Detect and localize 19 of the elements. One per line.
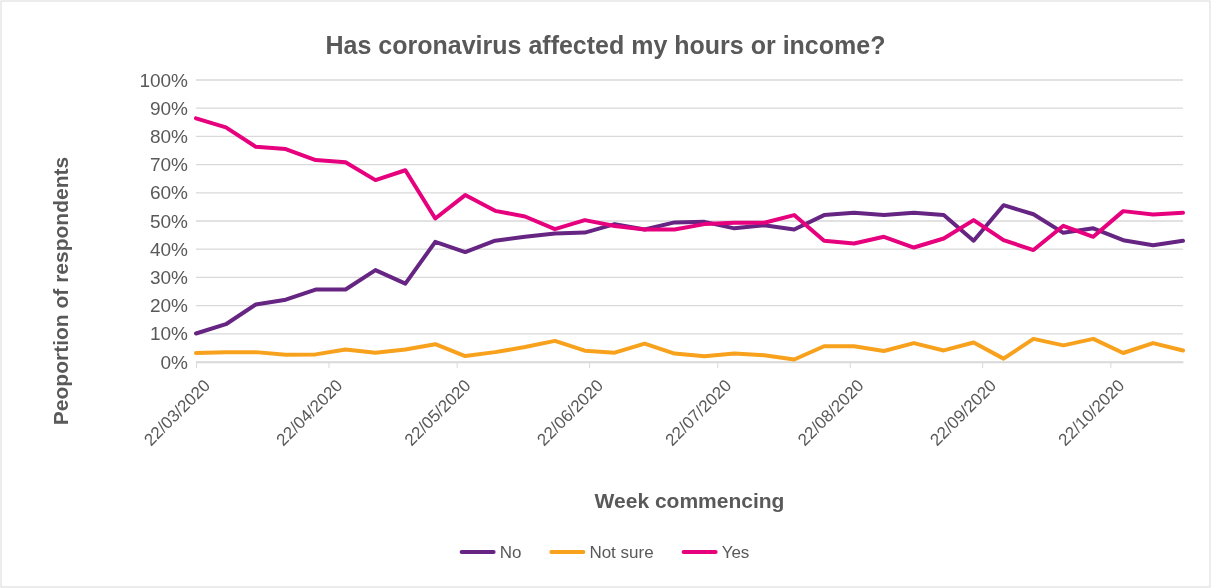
legend-label: Yes	[721, 543, 750, 562]
y-tick-label: 60%	[149, 182, 189, 204]
legend-label: Not sure	[589, 543, 654, 562]
line-series	[194, 116, 1185, 253]
y-tick-label: 80%	[149, 125, 189, 147]
y-tick-label: 90%	[149, 97, 189, 119]
x-axis-title: Week commencing	[594, 489, 785, 512]
y-tick-label: 50%	[149, 210, 189, 232]
y-tick-label: 100%	[139, 69, 189, 91]
y-tick-label: 40%	[149, 238, 189, 260]
y-tick-label: 10%	[149, 323, 189, 345]
line-series	[194, 203, 1185, 336]
legend-label: No	[499, 543, 522, 562]
y-tick-label: 30%	[149, 266, 189, 288]
chart-title: Has coronavirus affected my hours or income?	[325, 31, 886, 59]
y-tick-label: 70%	[149, 154, 189, 176]
y-tick-label: 20%	[149, 295, 189, 317]
y-axis-title: Peoportion of respondents	[49, 156, 72, 426]
y-tick-label: 0%	[160, 351, 189, 373]
